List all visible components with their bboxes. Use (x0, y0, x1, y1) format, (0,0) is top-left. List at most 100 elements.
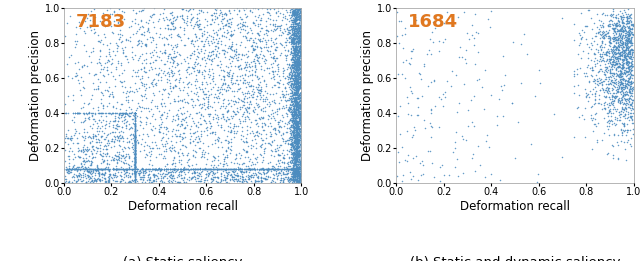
Point (253, 167, 264, 171)
Point (605, 57, 616, 61)
Point (148, 173, 159, 177)
Point (273, 167, 283, 171)
Point (293, 72, 303, 76)
Point (88, 155, 98, 159)
Point (228, 114, 238, 118)
Point (280, 94, 291, 99)
Point (168, 58, 179, 62)
Point (143, 173, 153, 177)
Point (288, 110, 298, 114)
Point (86, 162, 96, 166)
Point (287, 65, 297, 69)
Point (289, 76, 299, 80)
Point (221, 23, 231, 27)
Point (293, 145, 303, 149)
Point (607, 54, 618, 58)
Point (291, 112, 301, 116)
Point (227, 76, 237, 80)
Point (620, 33, 630, 37)
Point (497, 88, 507, 92)
Point (289, 98, 300, 102)
Point (214, 180, 225, 184)
Point (291, 164, 301, 168)
Point (291, 73, 301, 77)
Point (625, 13, 635, 17)
Point (278, 171, 288, 176)
Point (290, 139, 300, 143)
Point (286, 84, 296, 88)
Point (604, 34, 614, 38)
Point (590, 122, 600, 126)
Point (95, 40, 106, 45)
Point (236, 17, 246, 21)
Point (130, 125, 140, 129)
Point (292, 144, 302, 148)
Point (625, 48, 636, 52)
Point (296, 67, 307, 71)
Point (273, 157, 284, 162)
Point (291, 47, 301, 51)
Point (113, 124, 123, 129)
Point (291, 116, 301, 121)
Point (195, 22, 205, 26)
Point (285, 79, 296, 83)
Point (292, 86, 303, 91)
Point (595, 88, 605, 92)
Point (86, 179, 97, 183)
Point (292, 118, 303, 123)
Point (227, 177, 237, 181)
Point (508, 40, 518, 44)
Point (296, 81, 306, 85)
Point (127, 116, 138, 121)
Point (247, 44, 257, 48)
Point (290, 76, 300, 80)
Point (248, 59, 259, 63)
Point (84, 174, 94, 178)
Point (241, 150, 252, 154)
Point (287, 74, 297, 78)
Point (268, 55, 278, 60)
Point (180, 124, 190, 129)
Point (177, 16, 188, 20)
Point (86, 111, 97, 115)
Point (195, 87, 205, 91)
Point (286, 96, 296, 100)
Point (263, 29, 273, 33)
Point (211, 8, 221, 12)
Point (287, 83, 298, 87)
Point (292, 100, 303, 104)
Point (154, 167, 164, 171)
Point (61, 111, 72, 115)
Point (191, 16, 202, 21)
Point (291, 6, 301, 10)
Point (286, 167, 296, 171)
Point (130, 159, 140, 163)
Point (605, 81, 615, 85)
Point (296, 54, 307, 58)
Point (595, 45, 605, 49)
Point (164, 80, 175, 85)
Point (589, 122, 599, 127)
Point (100, 167, 110, 171)
Point (130, 126, 140, 130)
Point (118, 167, 129, 171)
Point (293, 152, 303, 156)
Point (203, 54, 213, 58)
Point (121, 169, 131, 174)
Point (617, 19, 627, 23)
Point (591, 88, 601, 93)
Point (290, 136, 300, 140)
Text: (a) Static saliency: (a) Static saliency (123, 256, 243, 261)
Point (213, 115, 223, 119)
Point (296, 112, 307, 116)
Point (223, 83, 233, 87)
Point (130, 111, 140, 115)
Point (81, 167, 92, 171)
Point (102, 72, 113, 76)
Point (292, 169, 303, 174)
Point (291, 152, 301, 157)
Point (118, 48, 128, 52)
Point (241, 35, 251, 39)
Point (580, 24, 590, 28)
Point (222, 173, 232, 177)
